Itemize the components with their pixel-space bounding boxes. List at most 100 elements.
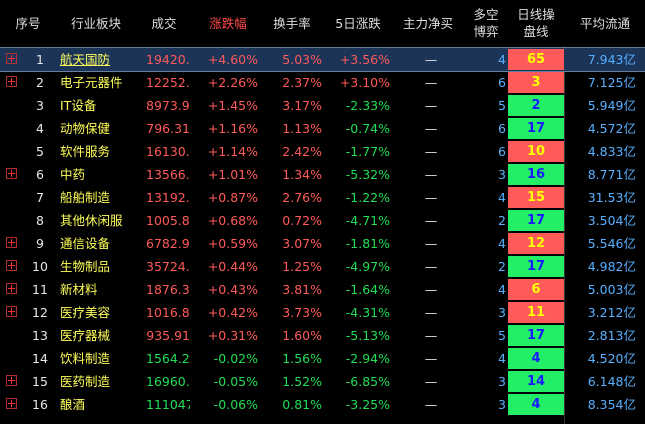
change-percent: +0.68% (207, 213, 258, 228)
sector-name[interactable]: 医药制造 (60, 374, 111, 389)
turnover-rate: 1.13% (282, 121, 322, 136)
price-value: 35724.21 (146, 259, 190, 274)
table-row[interactable]: 6 中药 13566.09 +1.01% 1.34% -5.32% — 316 8.771亿 (0, 163, 645, 186)
main-net-buy: — (424, 259, 438, 274)
sector-name[interactable]: 中药 (60, 167, 86, 182)
change-percent: +1.01% (207, 167, 258, 182)
table-row[interactable]: 7 船舶制造 13192.81 +0.87% 2.76% -1.22% — 415 31.53亿 (0, 186, 645, 209)
header-five-day[interactable]: 5日涨跌 (335, 15, 381, 31)
row-index: 12 (32, 305, 48, 320)
sector-name[interactable]: 新材料 (60, 282, 98, 297)
expand-plus-icon[interactable] (6, 168, 17, 179)
sector-name[interactable]: 软件服务 (60, 144, 111, 159)
main-net-buy: — (424, 236, 438, 251)
expand-plus-icon[interactable] (6, 375, 17, 386)
table-row[interactable]: 10 生物制品 35724.21 +0.44% 1.25% -4.97% — 217 4.982… (0, 255, 645, 278)
header-change[interactable]: 涨跌幅 (209, 15, 247, 31)
table-row[interactable]: 11 新材料 1876.33 +0.43% 3.81% -1.64% — 46 5.003亿 (0, 278, 645, 301)
turnover-rate: 1.60% (282, 328, 322, 343)
price-value: 6782.98 (146, 236, 190, 251)
sector-name[interactable]: 船舶制造 (60, 190, 111, 205)
expand-plus-icon[interactable] (6, 398, 17, 409)
price-value: 1005.80 (146, 213, 190, 228)
change-percent: +4.60% (207, 52, 258, 67)
header-turnover[interactable]: 换手率 (273, 15, 311, 31)
price-value: 8973.92 (146, 98, 190, 113)
header-main-net[interactable]: 主力净买 (402, 15, 453, 31)
expand-plus-icon[interactable] (6, 237, 17, 248)
header-price[interactable]: 成交 (151, 15, 177, 31)
avg-float-value: 4.982亿 (587, 259, 636, 274)
sector-name[interactable]: 电子元器件 (60, 75, 123, 90)
turnover-rate: 1.56% (282, 351, 322, 366)
turnover-rate: 1.52% (282, 374, 322, 389)
sector-name[interactable]: 航天国防 (60, 52, 111, 67)
table-row[interactable]: 12 医疗美容 1016.85 +0.42% 3.73% -4.31% — 311 3.212亿 (0, 301, 645, 324)
main-net-buy: — (424, 167, 438, 182)
sector-name[interactable]: 医疗美容 (60, 305, 111, 320)
header-sector[interactable]: 行业板块 (70, 15, 121, 31)
main-net-buy: — (424, 374, 438, 389)
sector-name[interactable]: 生物制品 (60, 259, 111, 274)
avg-float-value: 8.354亿 (587, 397, 636, 412)
header-avg-float[interactable]: 平均流通 (579, 15, 630, 31)
row-index: 15 (32, 374, 48, 389)
price-value: 1876.33 (146, 282, 190, 297)
table-row[interactable]: 3 IT设备 8973.92 +1.45% 3.17% -2.33% — 52 5.949亿 (0, 94, 645, 117)
table-row[interactable]: 9 通信设备 6782.98 +0.59% 3.07% -1.81% — 412 5.546亿 (0, 232, 645, 255)
row-index: 16 (32, 397, 48, 412)
table-row[interactable]: 1 航天国防 19420.95 +4.60% 5.03% +3.56% — 465 7.943亿 (0, 47, 645, 72)
avg-float-value: 7.943亿 (587, 52, 636, 67)
five-day-change: -5.13% (345, 328, 390, 343)
sector-name[interactable]: 医疗器械 (60, 328, 111, 343)
sector-name[interactable]: 通信设备 (60, 236, 111, 251)
table-row[interactable]: 16 酿酒 111047.66 -0.06% 0.81% -3.25% — 34 8.354亿 (0, 393, 645, 416)
table-row[interactable]: 13 医疗器械 935.91 +0.31% 1.60% -5.13% — 5 17 2.813亿 (0, 324, 645, 347)
dk-game-value: 6 (498, 144, 506, 159)
row-index: 14 (32, 351, 48, 366)
dk-game-value: 4 (498, 351, 506, 366)
row-index: 3 (36, 98, 44, 113)
dk-game-value: 3 (498, 374, 506, 389)
daily-op-badge: 4 (508, 394, 564, 415)
table-row[interactable]: 8 其他休闲服 1005.80 +0.68% 0.72% -4.71% — 217 3.504亿 (0, 209, 645, 232)
five-day-change: -1.81% (345, 236, 390, 251)
table-row[interactable]: 2 电子元器件 12252.27 +2.26% 2.37% +3.10% — 63 7.125亿 (0, 71, 645, 94)
change-percent: +0.43% (207, 282, 258, 297)
table-row[interactable]: 14 饮料制造 1564.28 -0.02% 1.56% -2.94% — 44 4.520亿 (0, 347, 645, 370)
dk-game-value: 3 (498, 167, 506, 182)
sector-name[interactable]: 动物保健 (60, 121, 111, 136)
header-seq[interactable]: 序号 (15, 15, 41, 31)
avg-float-value: 4.833亿 (587, 144, 636, 159)
change-percent: -0.02% (213, 351, 258, 366)
table-row[interactable]: 5 软件服务 16130.76 +1.14% 2.42% -1.77% — 610 4.833亿 (0, 140, 645, 163)
expand-plus-icon[interactable] (6, 76, 17, 87)
sector-name[interactable]: 酿酒 (60, 397, 86, 412)
expand-plus-icon[interactable] (6, 53, 17, 64)
table-row[interactable]: 4 动物保健 796.31 +1.16% 1.13% -0.74% — 6 17 4.572亿 (0, 117, 645, 140)
expand-plus-icon[interactable] (6, 260, 17, 271)
expand-plus-icon[interactable] (6, 283, 17, 294)
sector-name[interactable]: 其他休闲服 (60, 213, 123, 228)
five-day-change: -1.77% (345, 144, 390, 159)
table-row[interactable]: 15 医药制造 16960.49 -0.05% 1.52% -6.85% — 314 6.148… (0, 370, 645, 393)
daily-op-badge: 12 (508, 233, 564, 254)
five-day-change: -1.64% (345, 282, 390, 297)
price-value: 13192.81 (146, 190, 190, 205)
price-value: 19420.95 (146, 52, 190, 67)
daily-op-badge: 3 (508, 72, 564, 93)
main-net-buy: — (424, 190, 438, 205)
daily-op-badge: 11 (508, 302, 564, 323)
header-dk-game[interactable]: 多空 博弈 (473, 7, 499, 39)
avg-float-value: 5.949亿 (587, 98, 636, 113)
dk-game-value: 2 (498, 213, 506, 228)
row-index: 13 (32, 328, 48, 343)
sector-name[interactable]: IT设备 (60, 98, 97, 113)
dk-game-value: 4 (498, 236, 506, 251)
sector-name[interactable]: 饮料制造 (60, 351, 111, 366)
change-percent: +2.26% (207, 75, 258, 90)
expand-plus-icon[interactable] (6, 306, 17, 317)
avg-float-value: 5.003亿 (587, 282, 636, 297)
header-daily-op[interactable]: 日线操 盘线 (517, 7, 555, 39)
row-index: 10 (32, 259, 48, 274)
